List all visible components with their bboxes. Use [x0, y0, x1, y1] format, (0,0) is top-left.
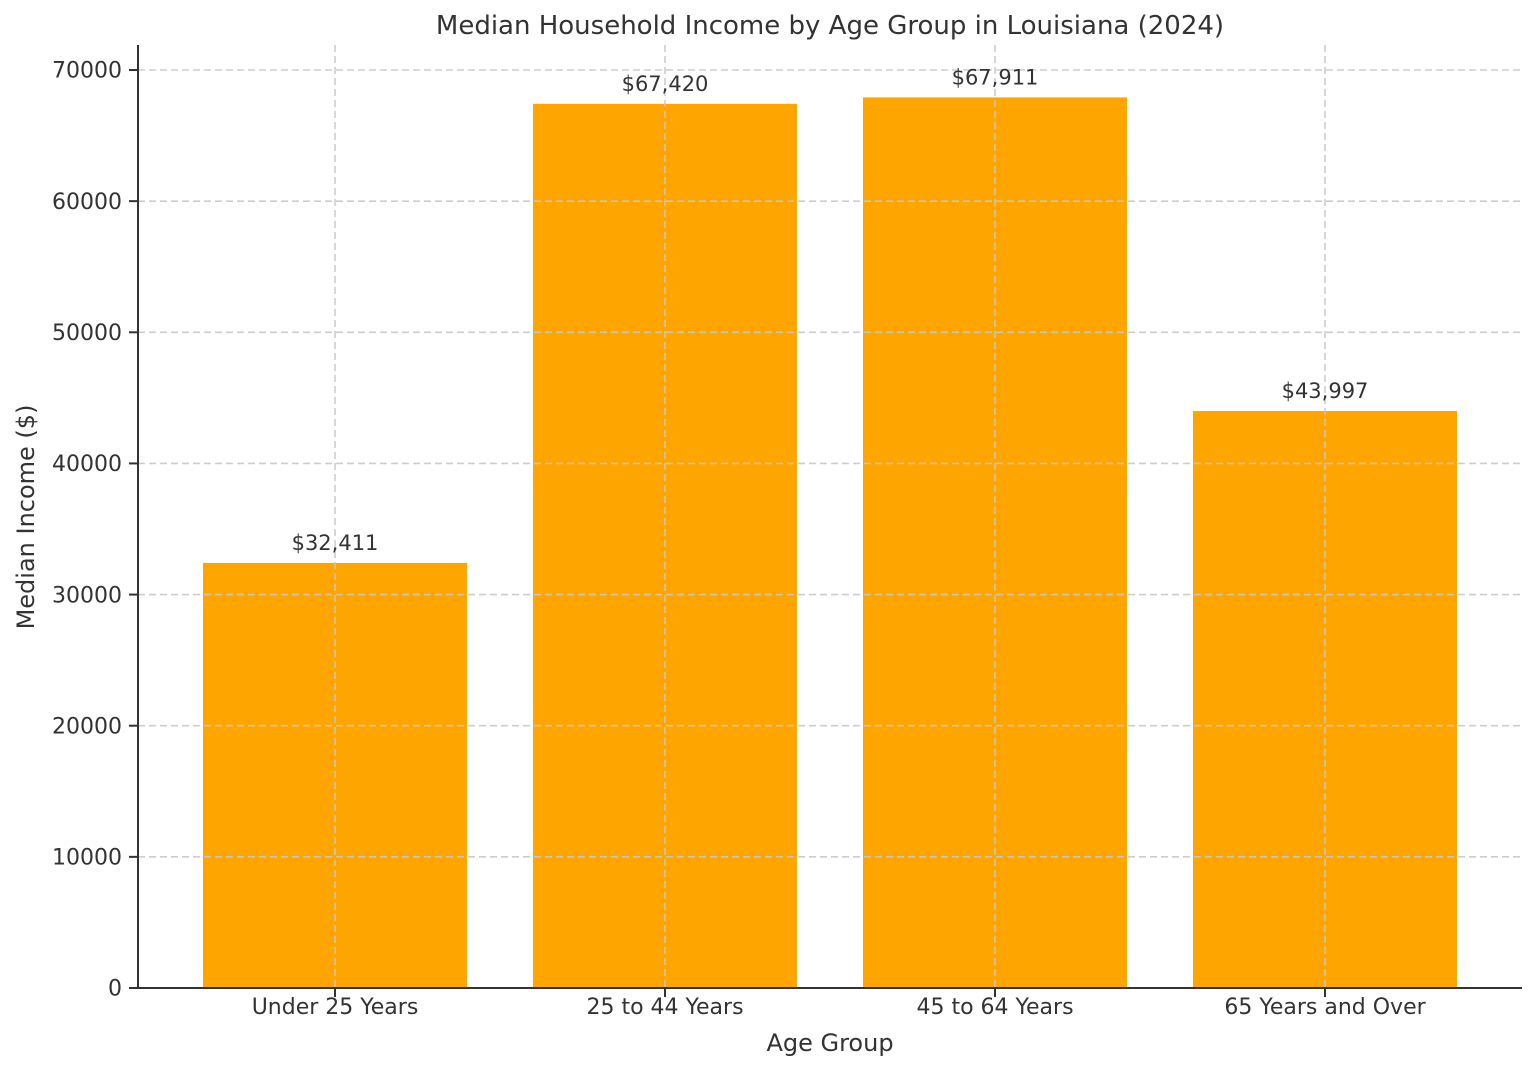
y-tick-label: 70000 [52, 59, 122, 84]
bar-value-label: $67,420 [622, 72, 709, 96]
bar-value-label: $67,911 [952, 65, 1039, 89]
chart-title: Median Household Income by Age Group in … [435, 11, 1225, 41]
x-category-label: 65 Years and Over [1224, 995, 1426, 1020]
x-axis-label: Age Group [766, 1029, 894, 1057]
bar-value-label: $32,411 [292, 531, 379, 555]
x-category-label: Under 25 Years [252, 995, 419, 1020]
x-category-label: 45 to 64 Years [916, 995, 1073, 1020]
y-axis-label: Median Income ($) [12, 404, 40, 630]
y-tick-label: 30000 [52, 583, 122, 608]
bar-value-label: $43,997 [1282, 379, 1369, 403]
y-tick-label: 10000 [52, 846, 122, 871]
x-category-label: 25 to 44 Years [586, 995, 743, 1020]
y-tick-label: 20000 [52, 714, 122, 739]
y-tick-label: 50000 [52, 321, 122, 346]
y-tick-label: 0 [108, 977, 122, 1002]
y-tick-label: 40000 [52, 452, 122, 477]
y-tick-label: 60000 [52, 190, 122, 215]
